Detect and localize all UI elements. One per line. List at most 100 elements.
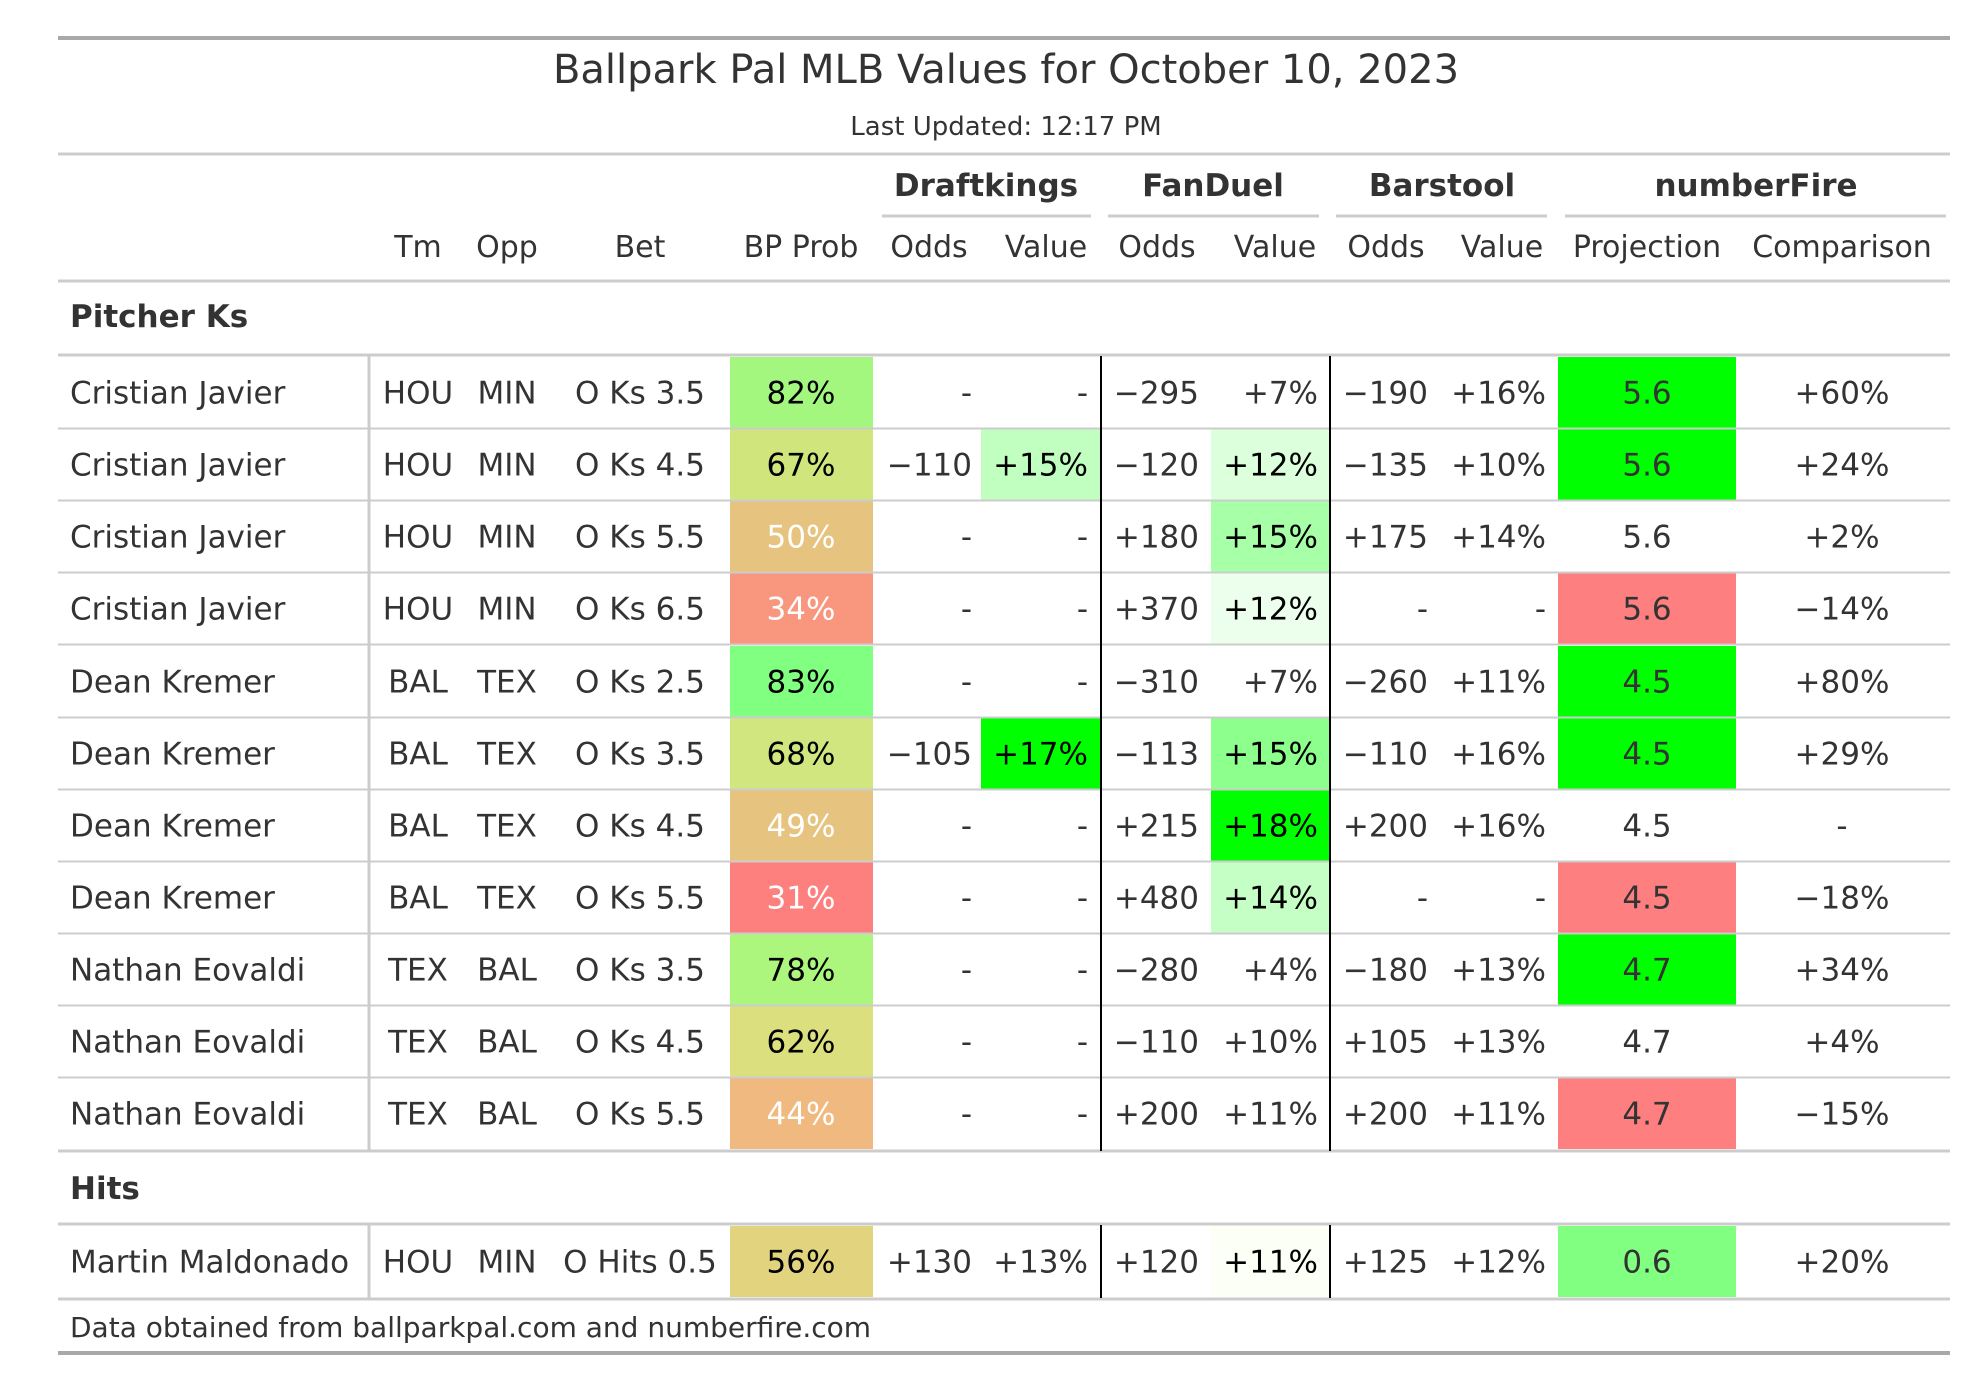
cell-comparison: +24%: [1795, 448, 1890, 484]
cell-fd-value: +11%: [1223, 1097, 1318, 1133]
cell-player: Cristian Javier: [70, 592, 286, 628]
cell-bs-value: +16%: [1451, 737, 1546, 773]
cell-bp-prob: 50%: [767, 520, 836, 556]
column-header-comparison: Comparison: [1752, 230, 1932, 265]
cell-bp-prob: 56%: [767, 1245, 836, 1281]
cell-bet: O Ks 5.5: [575, 881, 705, 917]
cell-comparison: +34%: [1795, 953, 1890, 989]
cell-bp-prob: 68%: [767, 737, 836, 773]
cell-bs-odds: +125: [1343, 1245, 1428, 1281]
cell-bet: O Ks 2.5: [575, 665, 705, 701]
group-draftkings: Draftkings: [894, 168, 1078, 204]
cell-player: Cristian Javier: [70, 376, 286, 412]
source-note: Data obtained from ballparkpal.com and n…: [70, 1311, 871, 1344]
cell-fd-value: +15%: [1223, 737, 1318, 773]
table-row: Nathan Eovaldi TEX BAL O Ks 5.5 44% - - +200 +11…: [70, 1097, 1889, 1133]
cell-opp: MIN: [477, 592, 536, 628]
cell-projection: 4.5: [1622, 809, 1671, 845]
cell-bs-value: +12%: [1451, 1245, 1546, 1281]
cell-fd-value: +4%: [1243, 953, 1318, 989]
bp-prob-cell: [730, 934, 873, 1005]
cell-backgrounds: [730, 357, 1736, 1297]
dk-value-cell: [981, 429, 1100, 500]
table-row: Cristian Javier HOU MIN O Ks 3.5 82% - - −295 +7…: [70, 376, 1889, 412]
fd-value-cell: [1211, 501, 1329, 572]
group-numberfire: numberFire: [1654, 168, 1857, 204]
projection-cell: [1558, 1078, 1736, 1149]
column-header-tm: Tm: [393, 230, 442, 265]
cell-dk-odds: -: [961, 953, 972, 989]
cell-fd-odds: +480: [1114, 881, 1199, 917]
cell-fd-odds: −280: [1114, 953, 1199, 989]
cell-dk-odds: −105: [887, 737, 972, 773]
table-row: Dean Kremer BAL TEX O Ks 2.5 83% - - −310 +7% −26…: [70, 665, 1889, 701]
cell-fd-value: +15%: [1223, 520, 1318, 556]
cell-tm: BAL: [388, 737, 448, 773]
cell-projection: 5.6: [1622, 520, 1671, 556]
cell-opp: MIN: [477, 520, 536, 556]
cell-fd-value: +14%: [1223, 881, 1318, 917]
cell-comparison: +20%: [1795, 1245, 1890, 1281]
cell-bp-prob: 62%: [767, 1025, 836, 1061]
cell-bs-odds: −180: [1343, 953, 1428, 989]
cell-bp-prob: 34%: [767, 592, 836, 628]
cell-comparison: −15%: [1795, 1097, 1890, 1133]
cell-bs-value: -: [1535, 881, 1546, 917]
cell-player: Nathan Eovaldi: [70, 953, 305, 989]
table-row: Cristian Javier HOU MIN O Ks 4.5 67% −110 +15%…: [70, 448, 1889, 484]
cell-bs-value: +11%: [1451, 1097, 1546, 1133]
cell-dk-value: -: [1077, 376, 1088, 412]
table-title: Ballpark Pal MLB Values for October 10, …: [553, 47, 1459, 93]
cell-player: Martin Maldonado: [70, 1245, 349, 1281]
bp-prob-cell: [730, 862, 873, 933]
column-header-opp: Opp: [476, 230, 538, 265]
bp-prob-cell: [730, 790, 873, 861]
cell-fd-odds: +370: [1114, 592, 1199, 628]
cell-fd-odds: −310: [1114, 665, 1199, 701]
cell-dk-value: -: [1077, 1097, 1088, 1133]
table-row: Nathan Eovaldi TEX BAL O Ks 4.5 62% - - −110 +10…: [70, 1025, 1880, 1061]
cell-opp: BAL: [477, 953, 537, 989]
cell-bet: O Ks 4.5: [575, 809, 705, 845]
column-header-bs-odds: Odds: [1347, 230, 1424, 265]
cell-opp: TEX: [476, 665, 537, 701]
fd-value-cell: [1211, 790, 1329, 861]
cell-tm: BAL: [388, 881, 448, 917]
cell-projection: 4.5: [1622, 665, 1671, 701]
cell-dk-odds: -: [961, 376, 972, 412]
cell-projection: 5.6: [1622, 448, 1671, 484]
fd-value-cell: [1211, 718, 1329, 789]
cell-bs-odds: +175: [1343, 520, 1428, 556]
cell-player: Dean Kremer: [70, 737, 275, 773]
bp-prob-cell: [730, 646, 873, 717]
cell-dk-odds: -: [961, 665, 972, 701]
projection-cell: [1558, 862, 1736, 933]
cell-fd-value: +12%: [1223, 448, 1318, 484]
cell-tm: TEX: [387, 1025, 448, 1061]
cell-tm: TEX: [387, 953, 448, 989]
cell-bs-value: +11%: [1451, 665, 1546, 701]
cell-bs-value: -: [1535, 592, 1546, 628]
cell-opp: TEX: [476, 737, 537, 773]
bp-prob-cell: [730, 501, 873, 572]
cell-bet: O Ks 6.5: [575, 592, 705, 628]
cell-tm: HOU: [383, 592, 453, 628]
table-subtitle: Last Updated: 12:17 PM: [850, 112, 1161, 142]
cell-fd-odds: +180: [1114, 520, 1199, 556]
cell-fd-odds: −295: [1114, 376, 1199, 412]
cell-dk-value: -: [1077, 1025, 1088, 1061]
fd-value-cell: [1211, 429, 1329, 500]
cell-bp-prob: 82%: [767, 376, 836, 412]
cell-dk-value: -: [1077, 665, 1088, 701]
cell-player: Cristian Javier: [70, 520, 286, 556]
cell-bet: O Ks 5.5: [575, 520, 705, 556]
cell-bp-prob: 67%: [767, 448, 836, 484]
cell-bs-odds: +200: [1343, 1097, 1428, 1133]
cell-bet: O Ks 3.5: [575, 953, 705, 989]
cell-bs-odds: −190: [1343, 376, 1428, 412]
cell-tm: HOU: [383, 520, 453, 556]
cell-bp-prob: 78%: [767, 953, 836, 989]
cell-player: Nathan Eovaldi: [70, 1025, 305, 1061]
cell-dk-value: -: [1077, 881, 1088, 917]
